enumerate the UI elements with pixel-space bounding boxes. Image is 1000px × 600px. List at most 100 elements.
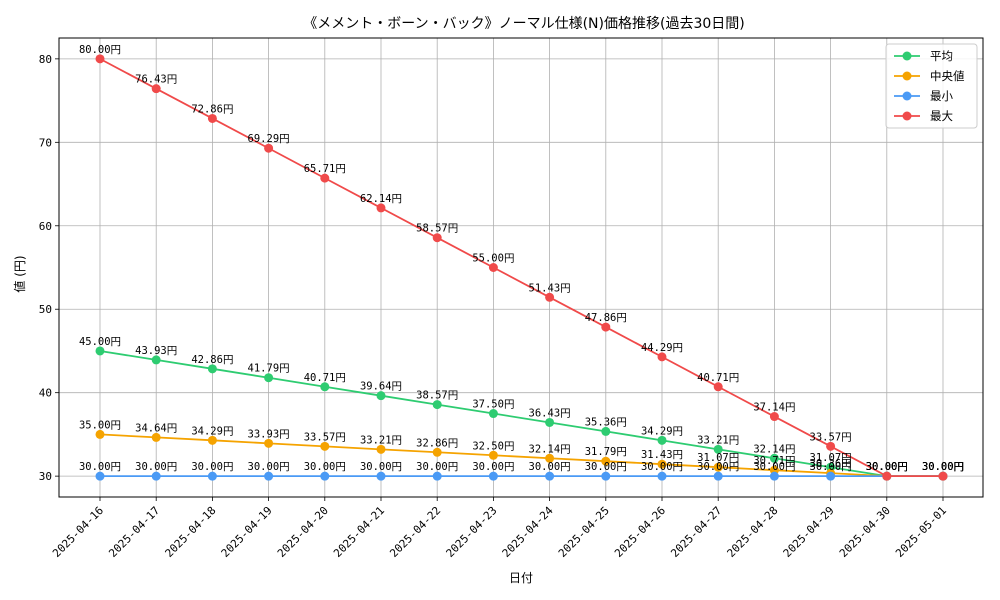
data-label: 30.00円 bbox=[922, 461, 964, 473]
x-tick-label: 2025-04-22 bbox=[387, 504, 443, 560]
legend-entry: 平均 bbox=[930, 49, 953, 63]
data-label: 33.21円 bbox=[360, 434, 402, 446]
data-point bbox=[545, 471, 555, 481]
data-point bbox=[601, 322, 611, 332]
x-tick-label: 2025-04-16 bbox=[50, 504, 106, 560]
x-tick-label: 2025-04-23 bbox=[443, 504, 499, 560]
data-point bbox=[432, 400, 442, 410]
data-label: 30.00円 bbox=[697, 461, 739, 473]
data-label: 30.00円 bbox=[304, 461, 346, 473]
data-label: 30.00円 bbox=[866, 461, 908, 473]
data-point bbox=[601, 426, 611, 436]
data-point bbox=[320, 382, 330, 392]
x-tick-label: 2025-05-01 bbox=[893, 504, 949, 560]
data-label: 62.14円 bbox=[360, 193, 402, 205]
data-label: 39.64円 bbox=[360, 381, 402, 393]
x-tick-label: 2025-04-17 bbox=[106, 504, 162, 560]
x-tick-label: 2025-04-19 bbox=[219, 504, 275, 560]
data-point bbox=[769, 412, 779, 422]
legend-swatch-marker bbox=[902, 71, 912, 81]
data-label: 40.71円 bbox=[304, 372, 346, 384]
data-point bbox=[207, 364, 217, 374]
legend-box bbox=[885, 43, 978, 129]
data-point bbox=[95, 346, 105, 356]
y-axis-label: 値 (円) bbox=[12, 255, 27, 292]
data-label: 30.00円 bbox=[922, 461, 964, 473]
data-point bbox=[713, 471, 723, 481]
data-label: 55.00円 bbox=[472, 253, 514, 265]
data-point bbox=[376, 203, 386, 213]
x-tick-label: 2025-04-26 bbox=[612, 504, 668, 560]
data-point bbox=[151, 471, 161, 481]
data-label: 32.14円 bbox=[529, 443, 571, 455]
y-tick-label: 30 bbox=[39, 470, 52, 483]
series-lines bbox=[95, 54, 948, 481]
data-point bbox=[207, 471, 217, 481]
y-tick-label: 40 bbox=[39, 387, 52, 400]
data-label: 30.00円 bbox=[472, 461, 514, 473]
data-label: 30.00円 bbox=[810, 461, 852, 473]
data-label: 30.00円 bbox=[248, 461, 290, 473]
data-point bbox=[95, 429, 105, 439]
data-label: 43.93円 bbox=[135, 345, 177, 357]
data-label: 30.00円 bbox=[135, 461, 177, 473]
axes: 2025-04-16 2025-04-17 2025-04-18 2025-04-19… bbox=[39, 37, 984, 560]
data-point bbox=[713, 462, 723, 472]
data-label: 30.00円 bbox=[866, 461, 908, 473]
legend-swatch-marker bbox=[902, 91, 912, 101]
x-tick-label: 2025-04-25 bbox=[556, 504, 612, 560]
data-point bbox=[207, 113, 217, 123]
x-tick-label: 2025-04-21 bbox=[331, 504, 387, 560]
data-label: 51.43円 bbox=[529, 282, 571, 294]
data-label: 33.57円 bbox=[304, 431, 346, 443]
data-label: 33.21円 bbox=[697, 434, 739, 446]
series-line-1 bbox=[99, 433, 943, 478]
data-point bbox=[545, 453, 555, 463]
data-point bbox=[95, 471, 105, 481]
data-point bbox=[151, 84, 161, 94]
series-line-0 bbox=[99, 350, 943, 478]
data-point bbox=[769, 471, 779, 481]
data-label: 30.00円 bbox=[529, 461, 571, 473]
data-label: 30.00円 bbox=[866, 461, 908, 473]
data-label: 36.43円 bbox=[529, 407, 571, 419]
data-label: 30.00円 bbox=[922, 461, 964, 473]
data-label: 45.00円 bbox=[79, 336, 121, 348]
plot-frame bbox=[58, 37, 984, 498]
data-label: 32.14円 bbox=[753, 443, 795, 455]
data-label: 80.00円 bbox=[79, 44, 121, 56]
data-label: 33.57円 bbox=[810, 431, 852, 443]
data-point bbox=[376, 444, 386, 454]
data-label: 38.57円 bbox=[416, 390, 458, 402]
data-label: 30.00円 bbox=[641, 461, 683, 473]
data-label: 30.00円 bbox=[585, 461, 627, 473]
data-label: 30.00円 bbox=[416, 461, 458, 473]
data-point bbox=[207, 435, 217, 445]
data-label: 30.00円 bbox=[922, 461, 964, 473]
data-point bbox=[882, 471, 892, 481]
data-label: 31.07円 bbox=[810, 452, 852, 464]
data-label: 35.00円 bbox=[79, 419, 121, 431]
y-tick-label: 50 bbox=[39, 303, 52, 316]
data-point bbox=[713, 444, 723, 454]
data-label: 30.00円 bbox=[191, 461, 233, 473]
data-point bbox=[95, 54, 105, 64]
data-point bbox=[376, 471, 386, 481]
data-point bbox=[826, 441, 836, 451]
data-label: 32.50円 bbox=[472, 440, 514, 452]
data-point bbox=[601, 456, 611, 466]
data-label: 65.71円 bbox=[304, 163, 346, 175]
data-label: 31.79円 bbox=[585, 446, 627, 458]
data-point bbox=[264, 143, 274, 153]
y-tick-label: 60 bbox=[39, 220, 52, 233]
data-point bbox=[320, 173, 330, 183]
data-point bbox=[151, 432, 161, 442]
data-label: 34.29円 bbox=[641, 425, 683, 437]
data-labels: 45.00円 43.93円 42.86円 41.79円 40.71円 39.64円 38.5… bbox=[79, 44, 964, 473]
data-point bbox=[432, 233, 442, 243]
data-point bbox=[432, 471, 442, 481]
data-point bbox=[320, 471, 330, 481]
data-label: 34.64円 bbox=[135, 422, 177, 434]
legend-swatch-marker bbox=[902, 111, 912, 121]
